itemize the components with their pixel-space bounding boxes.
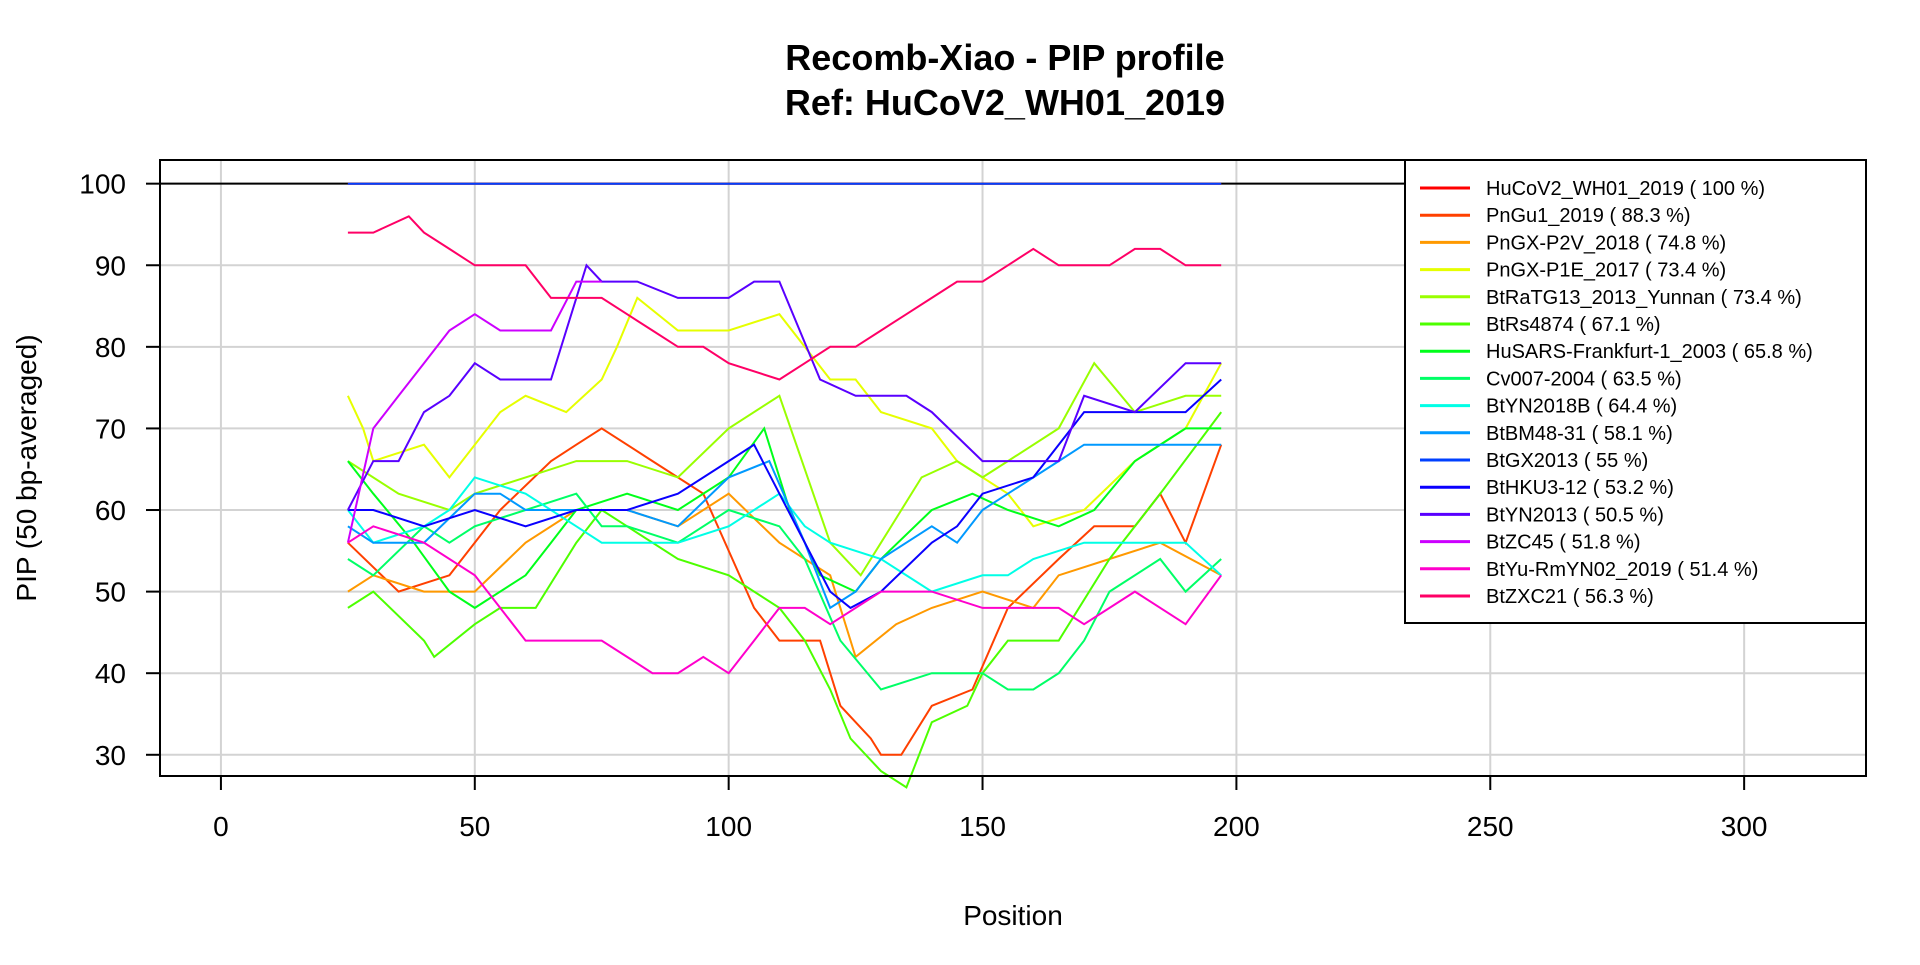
- legend-entry: HuCoV2_WH01_2019 ( 100 %): [1486, 178, 1765, 200]
- series-line: [347, 426, 1222, 610]
- x-tick-label: 0: [213, 811, 229, 842]
- x-tick-label: 250: [1467, 811, 1514, 842]
- series-line: [347, 378, 1222, 610]
- x-tick-label: 50: [459, 811, 490, 842]
- legend-entry: BtZC45 ( 51.8 %): [1486, 532, 1641, 554]
- x-axis-label: Position: [963, 900, 1063, 931]
- legend-entry: PnGX-P1E_2017 ( 73.4 %): [1486, 260, 1726, 282]
- legend-entry: BtGX2013 ( 55 %): [1486, 450, 1648, 472]
- x-tick-label: 150: [959, 811, 1006, 842]
- x-tick-label: 300: [1721, 811, 1768, 842]
- chart-subtitle: Ref: HuCoV2_WH01_2019: [785, 82, 1225, 123]
- series-line: [347, 525, 1223, 675]
- y-tick-label: 50: [95, 577, 126, 608]
- series-line: [347, 427, 1223, 756]
- series-line: [347, 492, 1222, 691]
- legend-entry: BtHKU3-12 ( 53.2 %): [1486, 477, 1674, 499]
- y-tick-label: 90: [95, 250, 126, 281]
- legend-entry: BtBM48-31 ( 58.1 %): [1486, 423, 1673, 445]
- series-line: [347, 411, 1223, 789]
- y-axis-label: PIP (50 bp-averaged): [11, 334, 42, 601]
- y-tick-label: 40: [95, 658, 126, 689]
- series-line: [347, 263, 1222, 511]
- legend-entry: PnGX-P2V_2018 ( 74.8 %): [1486, 232, 1726, 254]
- legend-entry: BtZXC21 ( 56.3 %): [1486, 586, 1654, 608]
- y-tick-label: 100: [79, 169, 126, 200]
- legend: HuCoV2_WH01_2019 ( 100 %) PnGu1_2019 ( 88…: [1404, 159, 1867, 624]
- series-line: [347, 492, 1222, 659]
- x-tick-label: 100: [705, 811, 752, 842]
- series-line: [346, 280, 602, 543]
- x-tick-label: 200: [1213, 811, 1260, 842]
- legend-entry: BtYN2013 ( 50.5 %): [1486, 504, 1664, 526]
- legend-box: [1404, 159, 1867, 624]
- y-tick-label: 80: [95, 332, 126, 363]
- legend-entry: BtRs4874 ( 67.1 %): [1486, 314, 1661, 336]
- y-tick-label: 60: [95, 495, 126, 526]
- series-layer: [346, 182, 1223, 789]
- series-line: [346, 296, 1223, 528]
- legend-entry: BtYu-RmYN02_2019 ( 51.4 %): [1486, 559, 1758, 581]
- series-line: [347, 443, 1222, 610]
- legend-entry: HuSARS-Frankfurt-1_2003 ( 65.8 %): [1486, 341, 1813, 363]
- y-tick-label: 70: [95, 413, 126, 444]
- y-axis: 30 40 50 60 70 80 90 100: [79, 169, 160, 771]
- x-axis: 0 50 100 150 200 250 300: [213, 776, 1768, 842]
- legend-entry: Cv007-2004 ( 63.5 %): [1486, 368, 1682, 390]
- y-tick-label: 30: [95, 740, 126, 771]
- legend-entry: BtRaTG13_2013_Yunnan ( 73.4 %): [1486, 287, 1802, 309]
- chart-title: Recomb-Xiao - PIP profile: [785, 37, 1224, 78]
- legend-entry: PnGu1_2019 ( 88.3 %): [1486, 205, 1691, 227]
- legend-entry: BtYN2018B ( 64.4 %): [1486, 396, 1677, 418]
- series-line: [347, 215, 1222, 381]
